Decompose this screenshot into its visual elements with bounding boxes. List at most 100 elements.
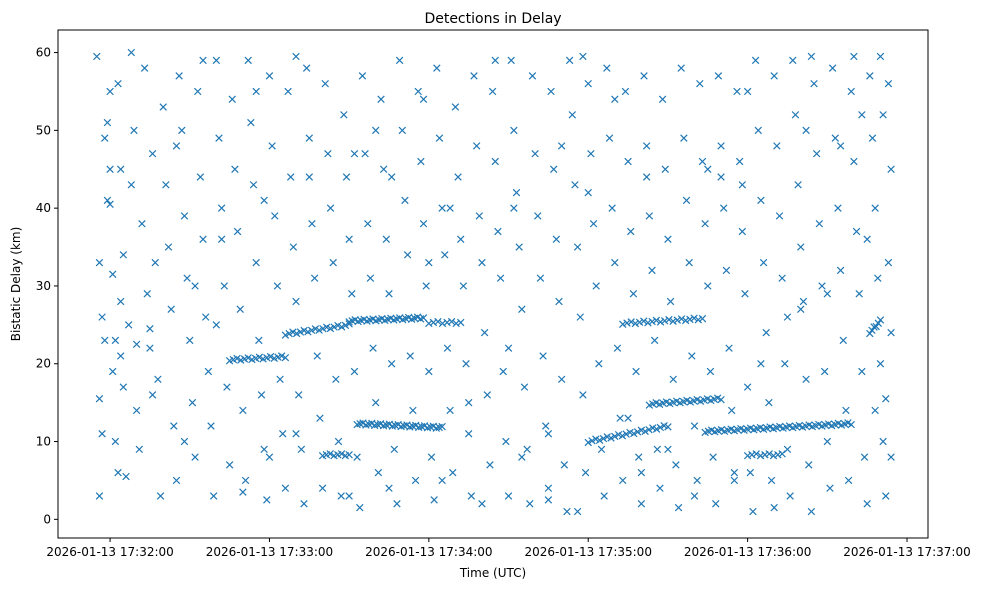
- data-point: [154, 375, 162, 384]
- data-point: [353, 453, 361, 461]
- data-point: [871, 406, 879, 415]
- data-point: [265, 72, 274, 80]
- data-point: [337, 492, 345, 500]
- data-point: [844, 476, 853, 485]
- data-point: [542, 422, 550, 430]
- data-point: [350, 149, 359, 158]
- data-point: [223, 383, 231, 391]
- data-point: [281, 484, 290, 492]
- data-point: [371, 398, 380, 407]
- data-point: [196, 173, 205, 181]
- data-point: [611, 95, 619, 103]
- data-point: [95, 492, 104, 500]
- data-point: [741, 289, 749, 298]
- data-point: [252, 87, 260, 96]
- data-point: [387, 360, 396, 368]
- data-point: [310, 274, 319, 282]
- data-point: [648, 317, 656, 326]
- data-point: [334, 437, 343, 446]
- data-point: [641, 427, 649, 436]
- data-point: [876, 52, 885, 61]
- data-point: [791, 111, 800, 119]
- data-point: [342, 173, 351, 181]
- data-point: [701, 219, 709, 228]
- data-point: [722, 266, 731, 275]
- data-point: [233, 227, 242, 236]
- data-point: [329, 258, 337, 267]
- data-point: [565, 56, 574, 65]
- data-point: [220, 282, 229, 290]
- data-point: [366, 274, 375, 282]
- data-point: [783, 313, 792, 321]
- data-point: [645, 425, 653, 434]
- data-point: [446, 204, 454, 212]
- data-point: [393, 500, 401, 508]
- data-point: [818, 282, 826, 290]
- data-point: [544, 496, 553, 504]
- data-point: [581, 468, 590, 477]
- data-point: [417, 157, 425, 166]
- data-point: [573, 507, 582, 516]
- data-point: [231, 165, 239, 173]
- data-point: [823, 289, 832, 298]
- data-point: [257, 391, 266, 399]
- data-point: [108, 270, 117, 279]
- data-point: [313, 352, 321, 360]
- data-point: [633, 428, 642, 436]
- data-point: [135, 445, 144, 454]
- data-points: [93, 48, 895, 516]
- x-tick-label: 2026-01-13 17:37:00: [843, 545, 970, 559]
- data-point: [637, 500, 646, 508]
- data-point: [209, 492, 218, 500]
- data-point: [515, 243, 523, 251]
- data-point: [719, 204, 728, 212]
- data-point: [743, 383, 752, 391]
- data-point: [681, 316, 690, 325]
- data-point: [395, 56, 404, 65]
- data-point: [714, 72, 723, 80]
- data-point: [98, 430, 106, 438]
- data-point: [717, 395, 725, 404]
- data-point: [119, 251, 128, 259]
- data-point: [645, 212, 654, 220]
- data-point: [807, 507, 816, 516]
- data-point: [665, 315, 673, 324]
- data-point: [429, 318, 438, 327]
- data-point: [318, 484, 327, 492]
- data-point: [557, 142, 566, 150]
- data-point: [425, 258, 433, 267]
- data-point: [207, 422, 215, 430]
- data-point: [260, 196, 268, 205]
- data-point: [212, 56, 221, 65]
- data-point: [876, 316, 885, 324]
- data-point: [770, 503, 778, 512]
- data-point: [451, 103, 460, 111]
- data-point: [637, 468, 646, 477]
- data-point: [836, 142, 845, 150]
- data-point: [526, 500, 534, 508]
- data-point: [236, 305, 244, 314]
- data-point: [281, 353, 290, 362]
- data-point: [761, 451, 769, 459]
- chart-title: Detections in Delay: [424, 11, 561, 27]
- data-point: [757, 196, 765, 205]
- data-point: [773, 142, 781, 150]
- data-point: [812, 149, 821, 158]
- data-point: [225, 461, 234, 469]
- data-point: [656, 423, 665, 432]
- data-point: [717, 142, 725, 150]
- data-point: [624, 157, 632, 166]
- data-point: [464, 398, 473, 407]
- data-point: [427, 453, 436, 461]
- data-point: [528, 72, 537, 80]
- data-point: [765, 398, 773, 407]
- data-point: [239, 406, 247, 415]
- data-point: [255, 353, 264, 361]
- data-point: [502, 437, 510, 446]
- data-point: [199, 56, 207, 65]
- data-point: [518, 305, 526, 314]
- data-point: [611, 258, 619, 267]
- data-point: [111, 437, 120, 446]
- data-point: [348, 289, 356, 298]
- data-point: [672, 461, 680, 469]
